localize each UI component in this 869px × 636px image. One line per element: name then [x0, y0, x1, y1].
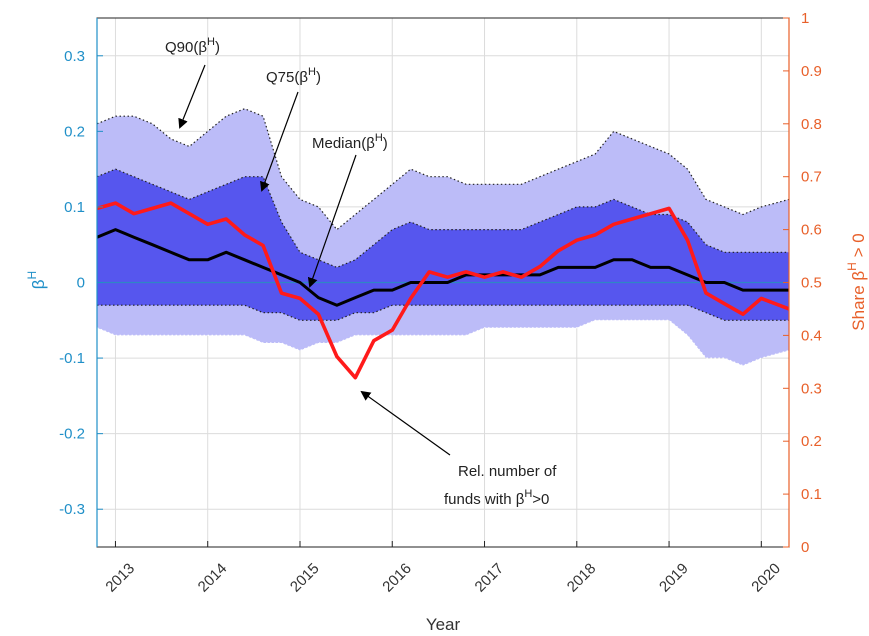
svg-text:Q90(βH): Q90(βH) [165, 36, 220, 56]
annotation-q90-tail: ) [215, 39, 220, 56]
annotation-q75-arrow [260, 91, 299, 192]
annotation-q75: Q75(βH) [260, 66, 321, 192]
annotation-median-sup: H [375, 132, 383, 144]
right-tick-label: 0.7 [801, 169, 822, 186]
annotation-median-base: Median(β [312, 135, 375, 152]
left-axis-title-sup: H [25, 271, 39, 280]
svg-text:funds with βH>0: funds with βH>0 [444, 488, 549, 508]
annotation-q75-sup: H [308, 66, 316, 78]
x-tick-label: 2018 [564, 560, 600, 596]
annotation-share-line2-base: funds with β [444, 491, 525, 508]
annotation-q90-base: Q90(β [165, 39, 207, 56]
q10-edge-line [97, 319, 789, 367]
x-tick-label: 2020 [748, 560, 784, 596]
x-tick-label: 2016 [379, 560, 415, 596]
right-axis-title-base: Share β [849, 271, 868, 331]
right-tick-label: 0 [801, 539, 809, 556]
annotation-share-line1: Rel. number of [458, 463, 557, 480]
left-axis-title-base: β [29, 279, 48, 289]
left-tick-label: -0.2 [59, 426, 85, 443]
annotation-q75-base: Q75(β [266, 69, 308, 86]
annotation-median-tail: ) [383, 135, 388, 152]
share-positive-line [97, 201, 789, 380]
left-axis-title: βH [25, 271, 48, 289]
annotation-q75-tail: ) [316, 69, 321, 86]
x-tick-label: 2013 [102, 560, 138, 596]
svg-text:Q75(βH): Q75(βH) [266, 66, 321, 86]
right-tick-label: 0.4 [801, 327, 822, 344]
annotation-share-line2-sup: H [524, 488, 532, 500]
right-tick-label: 0.1 [801, 486, 822, 503]
x-tick-label: 2017 [472, 560, 508, 596]
left-tick-label: 0.1 [64, 199, 85, 216]
svg-text:Median(βH): Median(βH) [312, 132, 388, 152]
left-tick-label: -0.1 [59, 350, 85, 367]
right-tick-label: 1 [801, 10, 809, 27]
right-tick-label: 0.5 [801, 275, 822, 292]
series-lines [97, 108, 789, 380]
left-tick-label: 0.2 [64, 123, 85, 140]
median-line [97, 228, 789, 307]
right-axis-title-tail: > 0 [849, 233, 868, 262]
left-tick-label: 0.3 [64, 48, 85, 65]
annotation-share-arrow [360, 390, 451, 456]
right-axis-title-sup: H [845, 262, 859, 271]
left-tick-label: -0.3 [59, 501, 85, 518]
right-tick-label: 0.3 [801, 380, 822, 397]
x-tick-label: 2015 [287, 560, 323, 596]
annotation-q90-sup: H [207, 36, 215, 48]
left-tick-label: 0 [77, 275, 85, 292]
annotation-share-line2-tail: >0 [532, 491, 549, 508]
x-tick-label: 2014 [195, 560, 231, 596]
annotation-median-arrow [307, 154, 357, 288]
x-tick-label: 2019 [656, 560, 692, 596]
annotation-share: Rel. number of funds with βH>0 [360, 390, 557, 508]
right-axis-title: Share βH > 0 [845, 233, 868, 330]
annotation-q90: Q90(βH) [165, 36, 220, 129]
right-tick-label: 0.8 [801, 116, 822, 133]
right-tick-label: 0.9 [801, 63, 822, 80]
right-tick-label: 0.2 [801, 433, 822, 450]
annotation-median: Median(βH) [307, 132, 388, 288]
right-tick-label: 0.6 [801, 222, 822, 239]
x-axis-title: Year [426, 615, 461, 634]
q90-edge-line [97, 108, 789, 231]
annotation-q90-arrow [178, 64, 206, 129]
